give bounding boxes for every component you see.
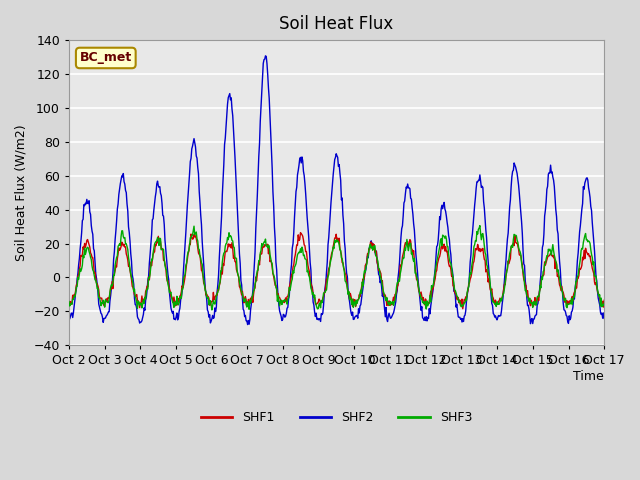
Title: Soil Heat Flux: Soil Heat Flux <box>280 15 394 33</box>
Legend: SHF1, SHF2, SHF3: SHF1, SHF2, SHF3 <box>196 407 477 430</box>
Y-axis label: Soil Heat Flux (W/m2): Soil Heat Flux (W/m2) <box>15 124 28 261</box>
Text: BC_met: BC_met <box>79 51 132 64</box>
X-axis label: Time: Time <box>573 370 604 383</box>
